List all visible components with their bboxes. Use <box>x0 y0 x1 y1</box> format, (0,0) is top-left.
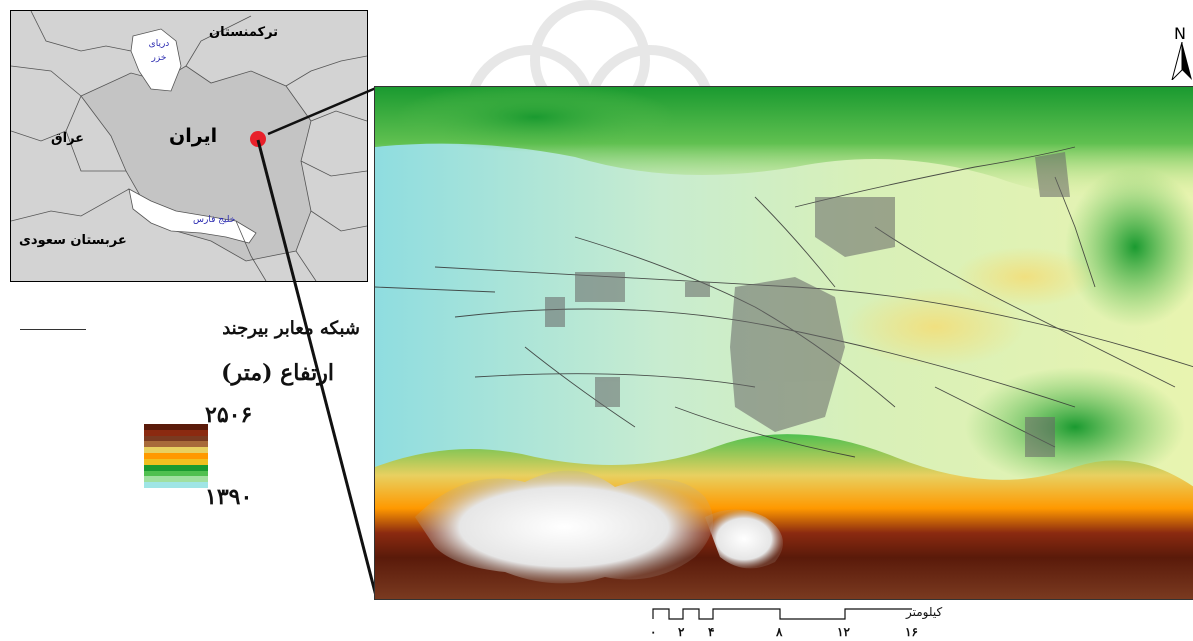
label-iran: ایران <box>169 125 218 147</box>
scale-tick-0: ۰ <box>650 625 657 639</box>
legend-elevation-title: ارتفاع (متر) <box>221 360 334 386</box>
elevation-raster <box>375 87 1193 599</box>
legend-road-network: شبکه معابر بیرجند <box>20 318 360 339</box>
ramp-band <box>144 441 208 448</box>
ramp-band <box>144 453 208 459</box>
label-persian-gulf: خلیج فارس <box>193 215 236 225</box>
legend-elevation-min: ۱۳۹۰ <box>205 484 253 510</box>
north-letter: N <box>1174 24 1186 43</box>
legend-road-line-symbol <box>20 329 86 330</box>
scale-bar-graphic <box>652 608 912 620</box>
scale-tick-16: ۱۶ <box>905 625 918 639</box>
ramp-band <box>144 488 208 494</box>
ramp-band <box>144 424 208 430</box>
ramp-band <box>144 476 208 483</box>
ramp-band <box>144 435 208 442</box>
ramp-band <box>144 429 208 436</box>
ramp-band <box>144 482 208 489</box>
label-turkmenistan: ترکمنستان <box>209 25 279 40</box>
birjand-location-marker <box>250 131 266 147</box>
north-arrow: N <box>1170 24 1193 80</box>
legend-road-network-label: شبکه معابر بیرجند <box>222 318 360 339</box>
inset-map-drawing <box>11 11 367 281</box>
scale-tick-2: ۲ <box>678 625 685 639</box>
north-arrow-icon <box>1171 42 1192 80</box>
scale-tick-4: ۴ <box>708 625 715 639</box>
label-saudi-arabia: عربستان سعودی <box>19 233 127 248</box>
label-iraq: عراق <box>51 131 85 146</box>
scale-tick-12: ۱۲ <box>837 625 850 639</box>
scale-unit-label: کیلومتر <box>906 605 943 619</box>
legend-elevation-max: ۲۵۰۶ <box>205 402 253 428</box>
scale-tick-8: ۸ <box>776 625 783 639</box>
label-caspian-sea: دریای خزر <box>148 39 170 63</box>
ramp-band <box>144 470 208 477</box>
urban-areas <box>545 152 1070 457</box>
ramp-band <box>144 447 208 454</box>
ramp-band <box>144 464 208 471</box>
scale-bar: کیلومتر ۰ ۲ ۴ ۸ ۱۲ ۱۶ <box>650 600 942 640</box>
inset-locator-map: ترکمنستان دریای خزر عراق ایران خلیج فارس… <box>10 10 368 282</box>
ramp-band <box>144 458 208 465</box>
main-elevation-map <box>374 86 1193 600</box>
legend-elevation-color-ramp <box>144 424 208 494</box>
